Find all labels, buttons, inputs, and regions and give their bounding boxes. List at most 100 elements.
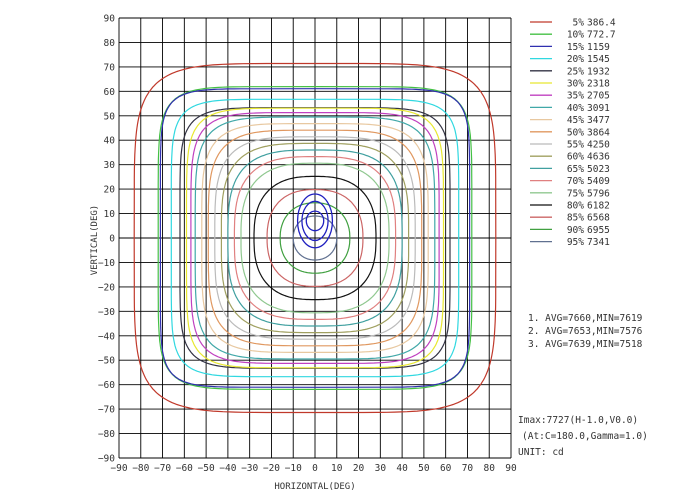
y-tick-label: 0 (109, 234, 115, 245)
legend-percent: 90% (567, 225, 584, 236)
legend-percent: 95% (567, 237, 584, 248)
x-tick-label: 10 (331, 463, 343, 474)
y-tick-label: 20 (104, 185, 116, 196)
x-tick-label: 70 (462, 463, 474, 474)
y-tick-label: −70 (98, 405, 115, 416)
peak-loop (305, 210, 325, 232)
peak-loop (296, 193, 334, 249)
x-tick-label: −60 (176, 463, 193, 474)
measurement-angle-label: (At:C=180.0,Gamma=1.0) (522, 431, 648, 442)
legend-percent: 15% (567, 42, 584, 53)
legend-value: 1159 (587, 42, 610, 53)
x-axis-title: HORIZONTAL(DEG) (274, 482, 355, 492)
x-tick-label: 80 (483, 463, 495, 474)
legend-percent: 60% (567, 152, 584, 163)
y-tick-label: −50 (98, 356, 115, 367)
contour-80pct (253, 175, 377, 301)
x-tick-label: −80 (132, 463, 149, 474)
y-tick-label: 10 (104, 209, 116, 220)
contour-70pct (233, 156, 397, 320)
legend-percent: 10% (567, 30, 584, 41)
x-tick-label: −90 (110, 463, 127, 474)
contour-45pct (201, 123, 429, 353)
legend-percent: 70% (567, 176, 584, 187)
x-tick-label: 20 (353, 463, 365, 474)
grid (118, 17, 512, 459)
x-tick-label: −40 (219, 463, 236, 474)
x-tick-label: −50 (198, 463, 215, 474)
contour-15pct (159, 88, 471, 388)
x-tick-label: 40 (396, 463, 408, 474)
contour-60pct (220, 142, 410, 334)
legend-value: 2318 (587, 79, 610, 90)
legend-percent: 85% (567, 213, 584, 224)
x-tick-label: 50 (418, 463, 430, 474)
y-tick-label: −40 (98, 331, 115, 342)
legend-percent: 50% (567, 127, 584, 138)
legend-value: 386.4 (587, 18, 616, 29)
legend-percent: 55% (567, 140, 584, 151)
legend-value: 1545 (587, 54, 610, 65)
y-tick-label: −90 (98, 454, 115, 465)
legend-percent: 35% (567, 91, 584, 102)
legend-percent: 30% (567, 79, 584, 90)
contour-55pct (214, 136, 416, 340)
x-tick-label: 60 (440, 463, 452, 474)
legend-value: 772.7 (587, 30, 616, 41)
legend-value: 6182 (587, 201, 610, 212)
legend-value: 3091 (587, 103, 610, 114)
avg-stat-1: 1. AVG=7660,MIN=7619 (528, 313, 643, 324)
unit-label: UNIT: cd (518, 447, 564, 458)
avg-stat-2: 2. AVG=7653,MIN=7576 (528, 326, 643, 337)
y-tick-label: 90 (104, 14, 116, 25)
y-tick-label: 40 (104, 136, 116, 147)
legend-percent: 40% (567, 103, 584, 114)
legend-value: 3477 (587, 115, 610, 126)
isolux-contours (133, 62, 497, 414)
y-tick-label: −10 (98, 258, 115, 269)
contour-30pct (185, 107, 445, 369)
legend-percent: 45% (567, 115, 584, 126)
y-tick-label: 50 (104, 111, 116, 122)
legend-value: 3864 (587, 127, 610, 138)
contour-90pct (279, 202, 351, 274)
imax-label: Imax:7727(H-1.0,V0.0) (518, 415, 639, 426)
legend-value: 1932 (587, 66, 610, 77)
y-tick-label: −60 (98, 380, 115, 391)
avg-stat-3: 3. AVG=7639,MIN=7518 (528, 339, 643, 350)
peak-marker (296, 193, 334, 249)
x-tick-label: −70 (154, 463, 171, 474)
contour-50pct (207, 129, 423, 347)
legend-percent: 65% (567, 164, 584, 175)
contour-75pct (240, 162, 390, 314)
legend-value: 4250 (587, 140, 610, 151)
legend-value: 5023 (587, 164, 610, 175)
y-tick-label: 60 (104, 87, 116, 98)
x-tick-labels: −90 −80 −70 −60 −50 −40 −30 −20 −10 0 10 20 30 40 50 60… (110, 463, 517, 474)
contour-40pct (194, 116, 436, 360)
y-tick-labels: 90 80 70 60 50 40 30 20 10 0 −10 −20 −30 −40 −50 −60 −70… (98, 14, 115, 465)
contour-95pct (292, 215, 338, 261)
x-tick-label: −20 (263, 463, 280, 474)
contour-10pct (157, 85, 473, 391)
contour-35pct (190, 112, 440, 364)
legend-value: 4636 (587, 152, 610, 163)
legend-value: 5796 (587, 188, 610, 199)
legend-value: 7341 (587, 237, 610, 248)
y-tick-label: 30 (104, 160, 116, 171)
x-tick-label: 0 (312, 463, 318, 474)
legend-value: 5409 (587, 176, 610, 187)
legend-percent: 5% (573, 18, 585, 29)
x-tick-label: 30 (375, 463, 387, 474)
legend-value: 2705 (587, 91, 610, 102)
y-axis-title: VERTICAL(DEG) (90, 205, 100, 275)
contour-85pct (266, 189, 364, 287)
y-tick-label: −20 (98, 282, 115, 293)
x-tick-label: −30 (241, 463, 258, 474)
y-tick-label: 80 (104, 38, 116, 49)
contour-65pct (227, 149, 403, 327)
legend-percent: 75% (567, 188, 584, 199)
legend-value: 6955 (587, 225, 610, 236)
